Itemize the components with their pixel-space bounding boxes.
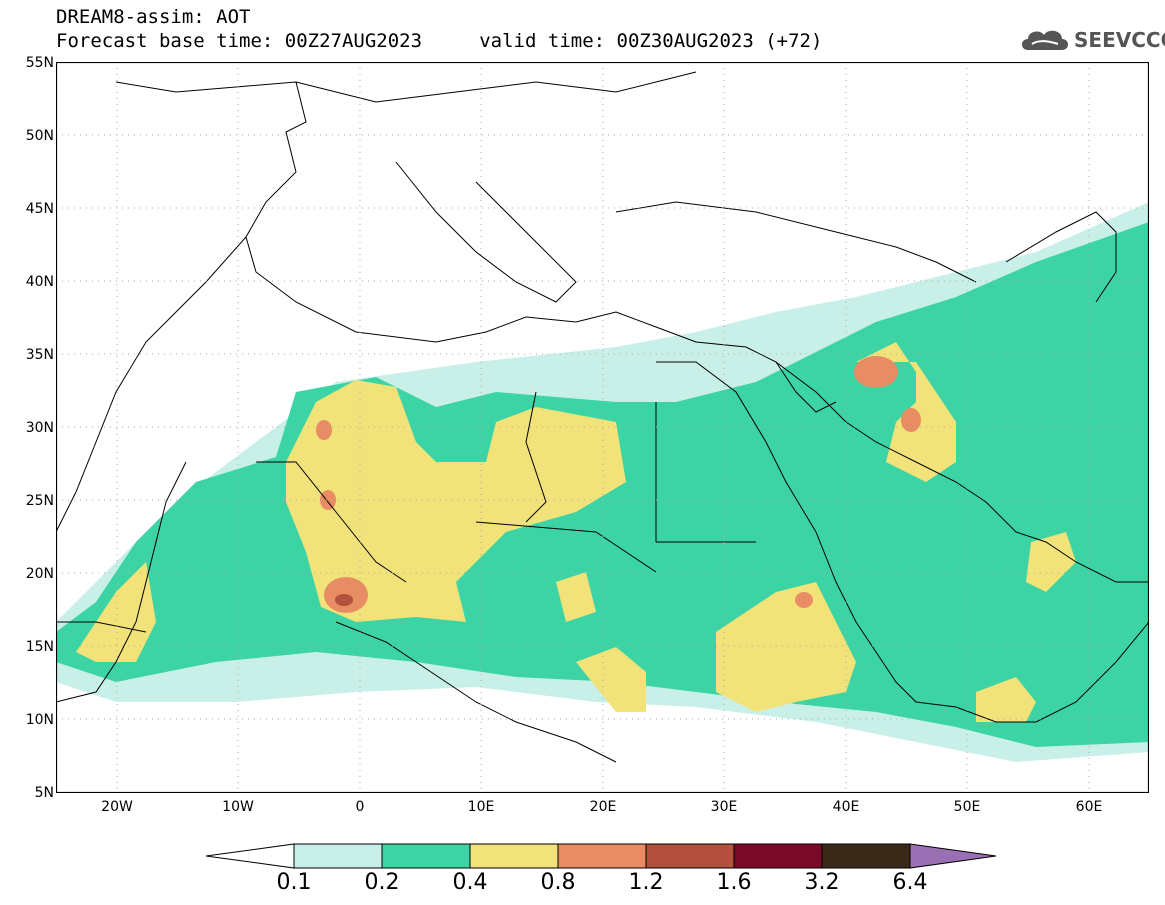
- lat-label: 20N: [25, 566, 54, 582]
- aot-map: [56, 62, 1149, 793]
- lat-label: 50N: [25, 128, 54, 144]
- lon-label: 10W: [222, 799, 254, 815]
- lat-label: 10N: [25, 712, 54, 728]
- colorbar-segments: [293, 843, 911, 869]
- lat-label: 5N: [34, 785, 54, 801]
- colorbar-segment: [645, 843, 735, 869]
- lon-label: 20E: [589, 799, 617, 815]
- colorbar-high-arrow: [909, 843, 997, 869]
- lat-label: 15N: [25, 639, 54, 655]
- lat-label: 45N: [25, 201, 54, 217]
- colorbar-segment: [469, 843, 559, 869]
- colorbar-label: 0.8: [540, 870, 576, 895]
- lat-label: 55N: [25, 55, 54, 71]
- colorbar-label: 0.4: [452, 870, 488, 895]
- colorbar-label: 0.2: [364, 870, 400, 895]
- colorbar-segment: [557, 843, 647, 869]
- colorbar-label: 6.4: [892, 870, 928, 895]
- lon-label: 30E: [710, 799, 738, 815]
- colorbar-label: 0.1: [276, 870, 312, 895]
- aot-field-0.8: [316, 356, 921, 613]
- brand-name: SEEVCCC: [1074, 28, 1165, 52]
- lon-label: 10E: [467, 799, 495, 815]
- colorbar-label: 1.6: [716, 870, 752, 895]
- aot-field-1.2: [335, 594, 353, 606]
- lon-label: 40E: [832, 799, 860, 815]
- graticule: [56, 62, 1149, 793]
- lon-label: 60E: [1075, 799, 1103, 815]
- colorbar: [206, 843, 997, 869]
- colorbar-label: 3.2: [804, 870, 840, 895]
- colorbar-segment: [733, 843, 823, 869]
- coastlines: [56, 71, 1149, 763]
- lon-label: 50E: [953, 799, 981, 815]
- colorbar-label: 1.2: [628, 870, 664, 895]
- colorbar-segment: [381, 843, 471, 869]
- colorbar-segment: [293, 843, 383, 869]
- lon-label: 0: [355, 799, 365, 815]
- colorbar-segment: [821, 843, 911, 869]
- map-subtitle: Forecast base time: 00Z27AUG2023 valid t…: [56, 30, 823, 52]
- map-title: DREAM8-assim: AOT: [56, 6, 251, 28]
- colorbar-low-arrow: [206, 843, 295, 869]
- lat-label: 40N: [25, 274, 54, 290]
- cloud-logo-icon: [1022, 30, 1068, 50]
- map-frame: [56, 62, 1149, 793]
- lat-label: 35N: [25, 347, 54, 363]
- lat-label: 25N: [25, 493, 54, 509]
- lon-label: 20W: [101, 799, 133, 815]
- seevccc-logo: SEEVCCC: [1018, 24, 1165, 56]
- lat-label: 30N: [25, 420, 54, 436]
